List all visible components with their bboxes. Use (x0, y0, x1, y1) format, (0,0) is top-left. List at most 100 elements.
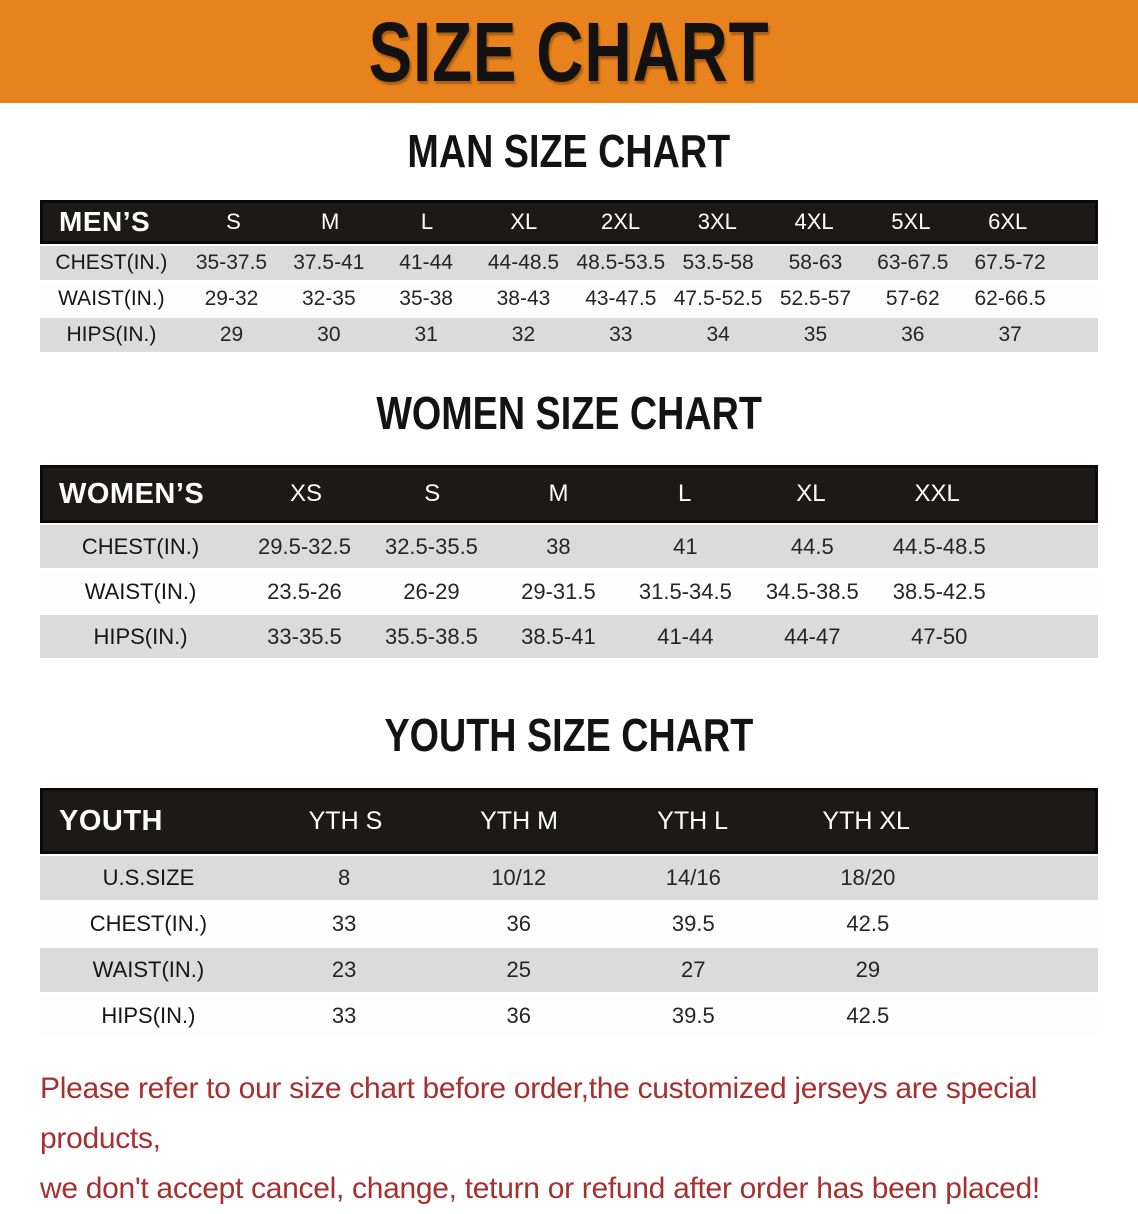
table-cell: 47.5-52.5 (673, 287, 763, 310)
youth-section-heading-text: YOUTH SIZE CHART (384, 709, 754, 761)
table-cell: 44.5 (790, 533, 834, 559)
table-cell: 44-47 (784, 623, 841, 649)
mens-table-header-row: MEN’S S M L XL 2XL 3XL 4XL 5XL 6XL (40, 200, 1098, 244)
table-cell: 58-63 (788, 251, 843, 274)
table-cell: 44-48.5 (487, 251, 560, 274)
table-cell: 52.5-57 (779, 287, 852, 310)
womens-chest-label: CHEST(IN.) (81, 533, 200, 559)
table-cell: 39.5 (671, 911, 715, 936)
youth-ussize-label: U.S.SIZE (102, 865, 195, 890)
youth-col-m: YTH M (480, 806, 558, 835)
mens-hips-row: HIPS(IN.) 29 30 31 32 33 34 35 36 37 (40, 318, 1098, 352)
youth-size-table: YOUTH YTH S YTH M YTH L YTH XL U.S.SIZE … (40, 788, 1098, 1038)
womens-col-xl: XL (796, 480, 826, 507)
women-section-heading-text: WOMEN SIZE CHART (376, 387, 762, 439)
mens-table-label: MEN’S (59, 206, 151, 237)
youth-col-xl: YTH XL (822, 806, 910, 835)
table-cell: 8 (338, 865, 351, 890)
table-cell: 29-31.5 (521, 578, 596, 604)
table-cell: 36 (901, 323, 925, 346)
womens-table-label: WOMEN’S (59, 477, 205, 510)
table-cell: 41 (673, 533, 698, 559)
youth-col-l: YTH L (657, 806, 729, 835)
table-cell: 36 (506, 1003, 531, 1028)
table-cell: 32-35 (301, 287, 356, 310)
table-cell: 30 (317, 323, 341, 346)
man-section-heading: MAN SIZE CHART (0, 103, 1138, 200)
womens-col-s: S (424, 480, 441, 507)
table-cell: 44.5-48.5 (892, 533, 986, 559)
table-cell: 48.5-53.5 (576, 251, 666, 274)
table-cell: 29 (855, 957, 881, 982)
table-cell: 23 (331, 957, 357, 982)
mens-col-xl: XL (510, 209, 538, 234)
table-cell: 34 (706, 323, 730, 346)
mens-hips-label: HIPS(IN.) (66, 323, 157, 346)
youth-table-header-row: YOUTH YTH S YTH M YTH L YTH XL (40, 788, 1098, 854)
table-cell: 35-38 (399, 287, 453, 310)
table-cell: 23.5-26 (267, 578, 342, 604)
womens-waist-label: WAIST(IN.) (84, 578, 197, 604)
womens-col-l: L (678, 480, 692, 507)
table-cell: 29-32 (204, 287, 259, 310)
table-cell: 29 (219, 323, 244, 346)
banner-title: SIZE CHART (368, 4, 770, 99)
table-cell: 34.5-38.5 (765, 578, 859, 604)
table-cell: 39.5 (671, 1003, 715, 1028)
mens-col-2xl: 2XL (600, 209, 641, 234)
mens-col-5xl: 5XL (891, 209, 931, 234)
table-cell: 33-35.5 (267, 623, 342, 649)
table-cell: 35 (803, 323, 828, 346)
mens-col-s: S (226, 209, 241, 234)
table-cell: 38.5-42.5 (892, 578, 986, 604)
youth-hips-label: HIPS(IN.) (101, 1003, 196, 1028)
table-cell: 14/16 (665, 865, 721, 890)
table-cell: 57-62 (885, 287, 940, 310)
table-cell: 32 (511, 323, 536, 346)
mens-chest-label: CHEST(IN.) (55, 251, 168, 274)
mens-waist-row: WAIST(IN.) 29-32 32-35 35-38 38-43 43-47… (40, 282, 1098, 316)
table-cell: 29.5-32.5 (258, 533, 351, 559)
youth-col-s: YTH S (308, 806, 383, 835)
mens-col-3xl: 3XL (697, 209, 737, 234)
mens-size-table: MEN’S S M L XL 2XL 3XL 4XL 5XL 6XL CHEST… (40, 200, 1098, 352)
table-cell: 27 (681, 957, 706, 982)
womens-hips-row: HIPS(IN.) 33-35.5 35.5-38.5 38.5-41 41-4… (40, 615, 1098, 658)
man-section-heading-text: MAN SIZE CHART (407, 125, 731, 177)
youth-waist-label: WAIST(IN.) (92, 957, 205, 982)
youth-section-heading: YOUTH SIZE CHART (0, 658, 1138, 788)
table-cell: 36 (506, 911, 531, 936)
table-cell: 31 (414, 323, 438, 346)
table-cell: 67.5-72 (974, 251, 1046, 274)
table-cell: 63-67.5 (877, 251, 949, 274)
table-cell: 35.5-38.5 (384, 623, 478, 649)
womens-waist-row: WAIST(IN.) 23.5-26 26-29 29-31.5 31.5-34… (40, 570, 1098, 613)
womens-hips-label: HIPS(IN.) (93, 623, 188, 649)
youth-chest-label: CHEST(IN.) (89, 911, 208, 936)
mens-col-4xl: 4XL (794, 209, 834, 234)
table-cell: 41-44 (399, 251, 453, 274)
size-chart-banner: SIZE CHART (0, 0, 1138, 103)
table-cell: 25 (506, 957, 531, 982)
table-cell: 38 (546, 533, 571, 559)
table-cell: 33 (609, 323, 633, 346)
table-cell: 10/12 (491, 865, 547, 890)
table-cell: 32.5-35.5 (384, 533, 478, 559)
youth-hips-row: HIPS(IN.) 33 36 39.5 42.5 (40, 994, 1098, 1038)
youth-ussize-row: U.S.SIZE 8 10/12 14/16 18/20 (40, 856, 1098, 900)
table-cell: 38-43 (496, 287, 551, 310)
table-cell: 26-29 (403, 578, 460, 604)
womens-chest-row: CHEST(IN.) 29.5-32.5 32.5-35.5 38 41 44.… (40, 525, 1098, 568)
table-cell: 47-50 (911, 623, 968, 649)
womens-col-xs: XS (289, 480, 322, 507)
womens-col-xxl: XXL (914, 480, 960, 507)
table-cell: 42.5 (846, 1003, 890, 1028)
mens-col-m: M (321, 209, 340, 234)
womens-size-table: WOMEN’S XS S M L XL XXL CHEST(IN.) 29.5-… (40, 465, 1098, 658)
mens-col-6xl: 6XL (988, 209, 1028, 234)
table-cell: 42.5 (846, 911, 890, 936)
table-cell: 53.5-58 (682, 251, 754, 274)
table-cell: 38.5-41 (521, 623, 596, 649)
mens-chest-row: CHEST(IN.) 35-37.5 37.5-41 41-44 44-48.5… (40, 246, 1098, 280)
womens-col-m: M (548, 480, 569, 507)
